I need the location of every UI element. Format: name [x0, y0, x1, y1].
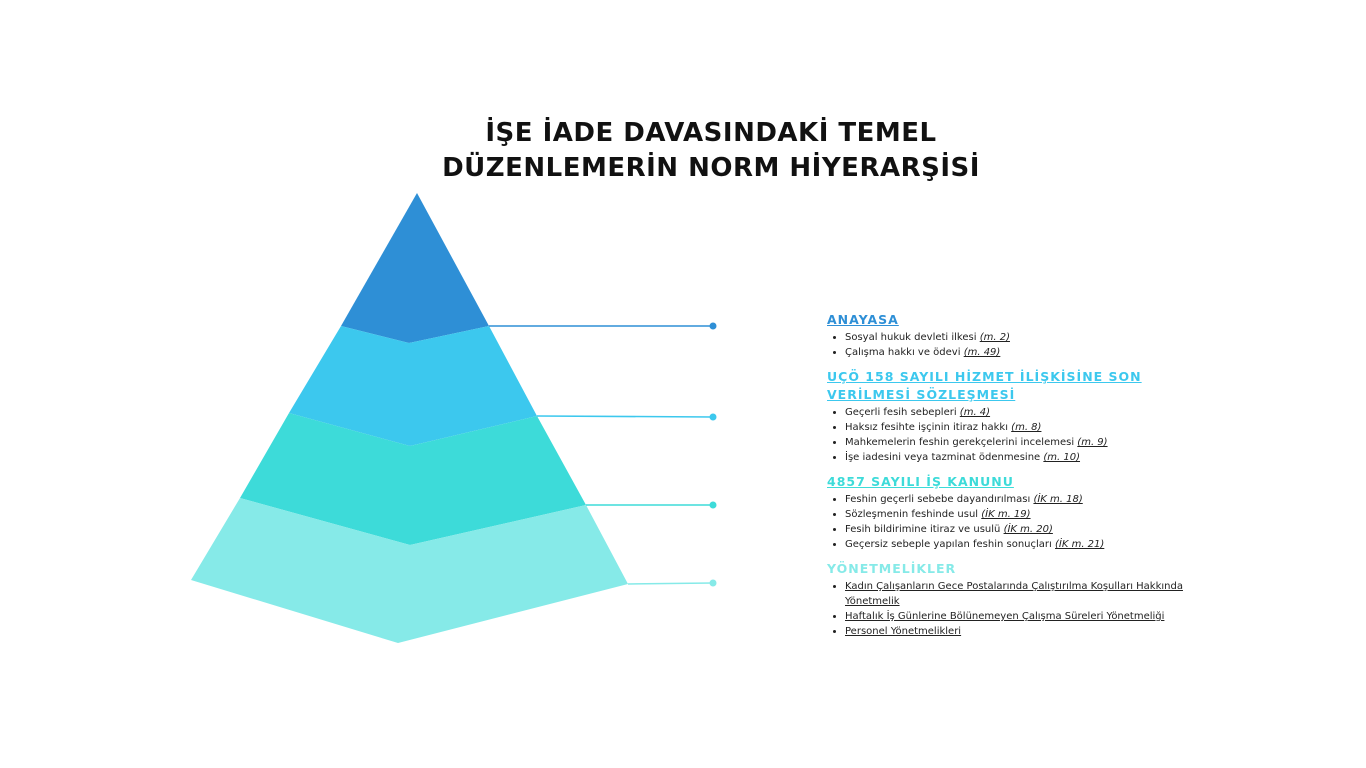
dot: [709, 322, 717, 330]
list-item: Haftalık İş Günlerine Bölünemeyen Çalışm…: [845, 609, 1202, 624]
list-item: Sosyal hukuk devleti ilkesi (m. 2): [845, 330, 1202, 345]
item-text: Sözleşmenin feshinde usul: [845, 509, 979, 520]
dot: [709, 501, 717, 509]
item-ref: (İK m. 18): [1033, 494, 1083, 505]
item-list: Kadın Çalışanların Gece Postalarında Çal…: [827, 579, 1202, 639]
item-ref: (m. 4): [959, 407, 991, 418]
list-item: İşe iadesini veya tazminat ödenmesine (m…: [845, 450, 1202, 465]
item-link: Personel Yönetmelikleri: [845, 626, 962, 637]
list-item: Personel Yönetmelikleri: [845, 624, 1202, 639]
item-text: Fesih bildirimine itiraz ve usulü: [845, 524, 1001, 535]
item-text: Sosyal hukuk devleti ilkesi: [845, 332, 977, 343]
item-list: Sosyal hukuk devleti ilkesi (m. 2)Çalışm…: [827, 330, 1202, 360]
item-link: Haftalık İş Günlerine Bölünemeyen Çalışm…: [845, 611, 1165, 622]
item-ref: (m. 9): [1077, 437, 1108, 448]
list-item: Geçersiz sebeple yapılan feshin sonuçlar…: [845, 537, 1202, 552]
item-text: Haksız fesihte işçinin itiraz hakkı: [845, 422, 1008, 433]
connector: [627, 582, 714, 585]
list-item: Kadın Çalışanların Gece Postalarında Çal…: [845, 579, 1202, 609]
item-ref: (m. 49): [963, 347, 1001, 358]
layer: [240, 413, 586, 545]
list-item: Sözleşmenin feshinde usul (İK m. 19): [845, 507, 1202, 522]
item-text: Geçersiz sebeple yapılan feshin sonuçlar…: [845, 539, 1052, 550]
section-heading: 4857 SAYILI İŞ KANUNU: [827, 474, 1014, 489]
item-text: Çalışma hakkı ve ödevi: [845, 347, 961, 358]
item-ref: (İK m. 20): [1003, 524, 1053, 535]
legend-panel: ANAYASA Sosyal hukuk devleti ilkesi (m. 2…: [827, 303, 1202, 639]
item-text: İşe iadesini veya tazminat ödenmesine: [845, 452, 1041, 463]
item-text: Geçerli fesih sebepleri: [845, 407, 957, 418]
list-item: Çalışma hakkı ve ödevi (m. 49): [845, 345, 1202, 360]
layer: [341, 193, 489, 343]
list-item: Geçerli fesih sebepleri (m. 4): [845, 405, 1202, 420]
list-item: Haksız fesihte işçinin itiraz hakkı (m. …: [845, 420, 1202, 435]
layer: [289, 326, 537, 446]
section-heading: ANAYASA: [827, 312, 899, 327]
list-item: Mahkemelerin feshin gerekçelerini incele…: [845, 435, 1202, 450]
layer: [191, 498, 628, 643]
item-ref: (İK m. 21): [1055, 539, 1105, 550]
item-list: Feshin geçerli sebebe dayandırılması (İK…: [827, 492, 1202, 552]
item-list: Geçerli fesih sebepleri (m. 4)Haksız fes…: [827, 405, 1202, 465]
item-ref: (İK m. 19): [981, 509, 1031, 520]
item-ref: (m. 10): [1043, 452, 1081, 463]
item-ref: (m. 8): [1011, 422, 1042, 433]
section-heading: UÇÖ 158 SAYILI HİZMET İLİŞKİSİNE SON VER…: [827, 369, 1142, 402]
item-ref: (m. 2): [979, 332, 1010, 343]
connector: [536, 415, 714, 418]
list-item: Fesih bildirimine itiraz ve usulü (İK m.…: [845, 522, 1202, 537]
title-line: DÜZENLEMERİN NORM HİYERARŞİSİ: [442, 153, 980, 183]
title-line: İŞE İADE DAVASINDAKİ TEMEL: [485, 118, 937, 148]
item-text: Mahkemelerin feshin gerekçelerini incele…: [845, 437, 1075, 448]
dot: [709, 579, 717, 587]
section-heading: YÖNETMELİKLER: [827, 561, 957, 576]
item-link: Kadın Çalışanların Gece Postalarında Çal…: [845, 581, 1183, 607]
list-item: Feshin geçerli sebebe dayandırılması (İK…: [845, 492, 1202, 507]
dot: [709, 413, 717, 421]
item-text: Feshin geçerli sebebe dayandırılması: [845, 494, 1031, 505]
